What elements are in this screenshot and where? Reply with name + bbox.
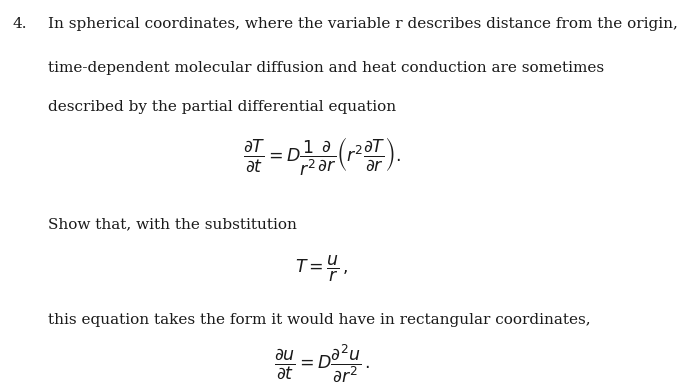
Text: 4.: 4. — [13, 17, 27, 31]
Text: $T = \dfrac{u}{r}\,,$: $T = \dfrac{u}{r}\,,$ — [295, 253, 349, 284]
Text: this equation takes the form it would have in rectangular coordinates,: this equation takes the form it would ha… — [48, 313, 590, 327]
Text: time-dependent molecular diffusion and heat conduction are sometimes: time-dependent molecular diffusion and h… — [48, 61, 603, 75]
Text: Show that, with the substitution: Show that, with the substitution — [48, 217, 297, 231]
Text: In spherical coordinates, where the variable r describes distance from the origi: In spherical coordinates, where the vari… — [48, 17, 678, 31]
Text: $\dfrac{\partial u}{\partial t} = D\dfrac{\partial^2 u}{\partial r^2}\,.$: $\dfrac{\partial u}{\partial t} = D\dfra… — [274, 342, 370, 384]
Text: $\dfrac{\partial T}{\partial t} = D\dfrac{1}{r^2}\dfrac{\partial}{\partial r}\le: $\dfrac{\partial T}{\partial t} = D\dfra… — [243, 136, 401, 179]
Text: described by the partial differential equation: described by the partial differential eq… — [48, 100, 396, 114]
